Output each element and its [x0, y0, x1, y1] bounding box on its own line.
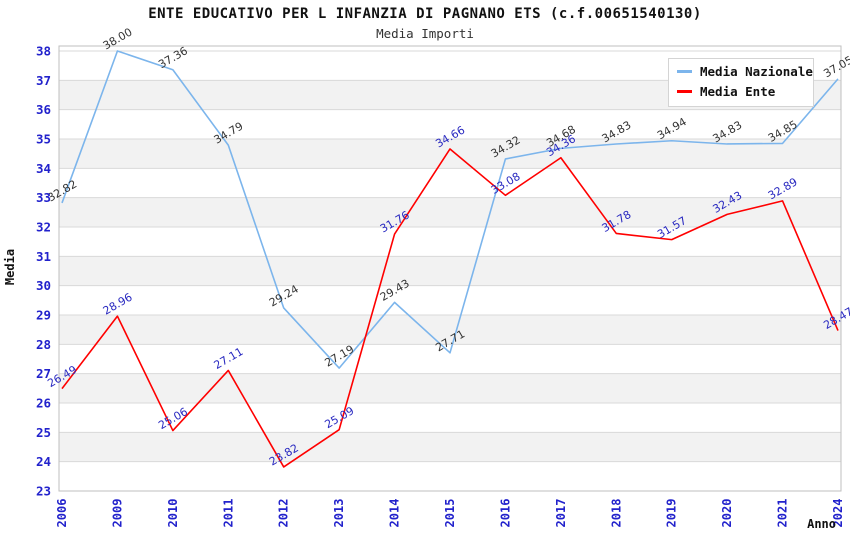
plot-band	[59, 373, 841, 403]
data-label: 34.94	[655, 115, 689, 142]
legend-line-icon	[677, 70, 692, 73]
y-tick-label: 26	[36, 396, 51, 411]
x-tick-label: 2021	[776, 499, 790, 528]
plot-border	[58, 45, 842, 492]
x-tick-label: 2017	[554, 499, 568, 528]
x-tick-label: 2024	[831, 499, 845, 528]
y-tick-label: 30	[36, 278, 51, 293]
plot-band	[59, 432, 841, 462]
x-axis-title: Anno	[807, 517, 836, 531]
x-tick-label: 2010	[166, 499, 180, 528]
legend-line-icon	[677, 90, 692, 93]
y-tick-label: 38	[36, 44, 51, 59]
legend-label: Media Nazionale	[700, 64, 813, 79]
y-axis-title: Media	[3, 248, 17, 286]
data-label: 25.06	[156, 405, 190, 432]
x-tick-label: 2011	[221, 499, 235, 528]
x-tick-label: 2016	[498, 499, 512, 528]
y-tick-label: 36	[36, 102, 51, 117]
legend: Media Nazionale Media Ente	[668, 58, 814, 107]
plot-band	[59, 139, 841, 169]
legend-label: Media Ente	[700, 84, 776, 99]
y-tick-label: 35	[36, 132, 51, 147]
data-label: 37.05	[821, 53, 850, 80]
x-tick-label: 2013	[332, 499, 346, 528]
y-tick-label: 33	[36, 190, 51, 205]
y-tick-label: 27	[36, 366, 51, 381]
data-label: 27.11	[212, 345, 246, 372]
series-line-media-ente	[61, 148, 839, 468]
y-tick-label: 31	[36, 249, 51, 264]
data-label: 29.24	[267, 282, 301, 309]
data-label: 27.19	[323, 343, 357, 370]
y-tick-label: 37	[36, 73, 51, 88]
x-tick-label: 2006	[55, 499, 69, 528]
x-tick-label: 2020	[720, 499, 734, 528]
x-tick-label: 2015	[443, 499, 457, 528]
data-label: 38.00	[101, 25, 135, 52]
y-tick-label: 32	[36, 220, 51, 235]
chart-subtitle: Media Importi	[376, 26, 474, 41]
y-tick-label: 28	[36, 337, 51, 352]
series-line-media-nazionale	[61, 50, 839, 369]
y-tick-label: 25	[36, 425, 51, 440]
x-tick-label: 2014	[388, 499, 402, 528]
plot-band	[59, 256, 841, 286]
x-tick-label: 2018	[609, 499, 623, 528]
y-tick-label: 23	[36, 484, 51, 499]
y-tick-label: 34	[36, 161, 51, 176]
y-tick-label: 24	[36, 454, 51, 469]
chart-title: ENTE EDUCATIVO PER L INFANZIA DI PAGNANO…	[148, 6, 702, 22]
data-label: 33.08	[489, 170, 523, 197]
plot-band	[59, 315, 841, 345]
legend-item-media-nazionale[interactable]: Media Nazionale	[677, 64, 813, 79]
y-tick-label: 29	[36, 308, 51, 323]
x-tick-label: 2019	[665, 499, 679, 528]
x-tick-label: 2009	[110, 499, 124, 528]
data-label: 37.36	[156, 44, 190, 71]
x-tick-label: 2012	[277, 499, 291, 528]
data-label: 28.96	[101, 291, 135, 318]
legend-item-media-ente[interactable]: Media Ente	[677, 84, 805, 99]
